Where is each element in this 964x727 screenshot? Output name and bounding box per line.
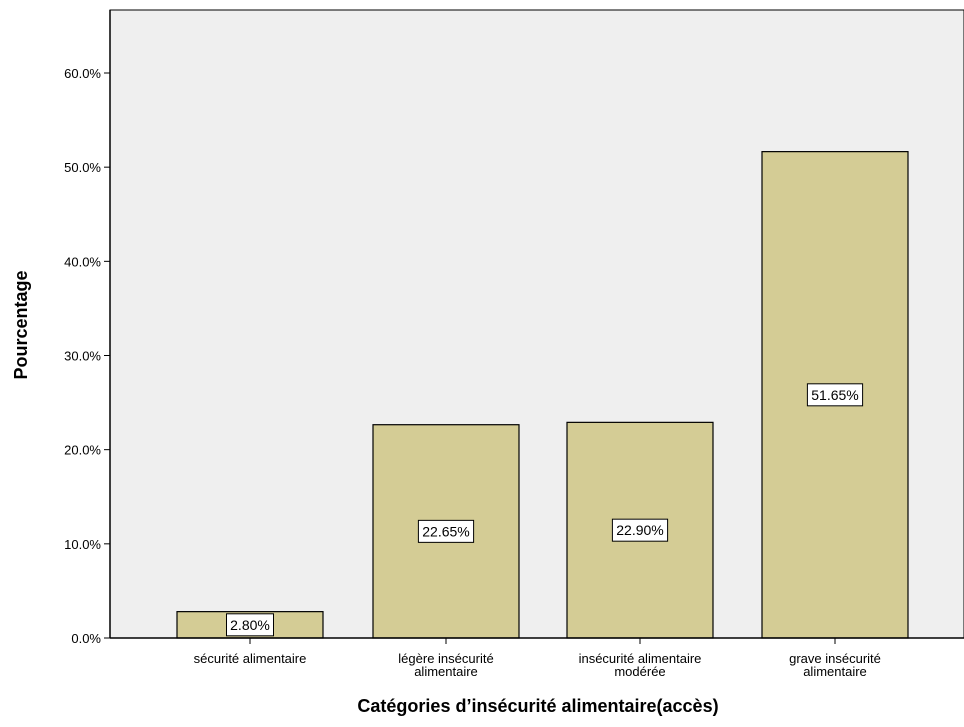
y-tick-label: 0.0% [71,631,101,646]
data-label-box [417,519,475,543]
y-axis-ticks: 0.0% 10.0% 20.0% 30.0% 40.0% 50.0% 60.0% [64,66,110,646]
data-label-box [611,518,669,542]
y-tick-label: 50.0% [64,160,101,175]
x-tick-label: grave insécurité alimentaire [789,651,881,679]
y-axis-title: Pourcentage [11,270,31,379]
data-label: 51.65% [811,387,858,403]
data-labels-group: 2.80% 22.65% 22.90% 51.65% [226,383,864,637]
x-tick-label: sécurité alimentaire [194,651,307,666]
y-tick-label: 10.0% [64,537,101,552]
x-tick-label: légère insécurité alimentaire [398,651,493,679]
data-label: 2.80% [230,617,270,633]
data-label: 22.65% [422,523,469,539]
y-tick-label: 20.0% [64,443,101,458]
y-tick-label: 40.0% [64,254,101,269]
data-label: 22.90% [616,522,663,538]
data-label-box [226,613,274,637]
data-label-box [806,383,864,407]
x-axis-categories: sécurité alimentaire légère insécurité ali… [194,638,881,679]
y-tick-label: 30.0% [64,349,101,364]
y-tick-label: 60.0% [64,66,101,81]
x-axis-title: Catégories d’insécurité alimentaire(accè… [357,696,718,716]
x-tick-label: insécurité alimentaire modérée [579,651,702,679]
